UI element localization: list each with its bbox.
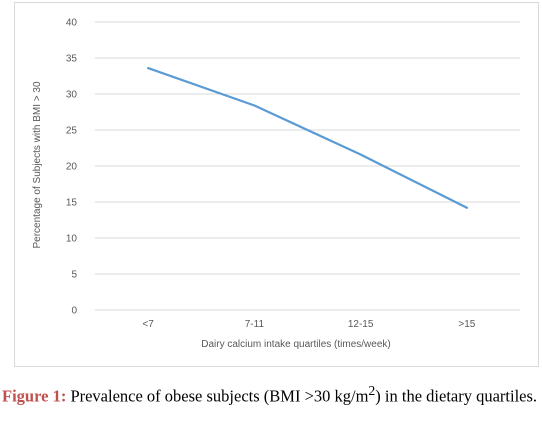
x-tick-label-2: 12-15	[348, 319, 374, 330]
x-tick-label-0: <7	[142, 319, 154, 330]
y-tick-label-8: 40	[66, 18, 78, 29]
y-tick-label-2: 10	[66, 234, 78, 245]
y-axis-title: Percentage of Subjects with BMI > 30	[32, 81, 43, 248]
x-tick-labels: <7 7-11 12-15 >15	[142, 319, 475, 330]
figure-label: Figure 1:	[2, 386, 67, 406]
caption-text-part1: Prevalence of obese subjects (BMI >30 kg…	[66, 386, 369, 406]
caption-text-part2: ) in the dietary quartiles.	[375, 386, 538, 406]
y-tick-label-7: 35	[66, 54, 78, 65]
x-tick-label-3: >15	[458, 319, 475, 330]
chart-frame: 0 5 10 15 20 25 30 35 40 <7 7-11 12-15 >15 Percenta…	[14, 2, 539, 367]
caption-superscript: 2	[368, 383, 376, 398]
series-line-0	[146, 66, 469, 209]
y-tick-label-1: 5	[71, 270, 77, 281]
y-tick-label-4: 20	[66, 162, 78, 173]
y-tick-label-5: 25	[66, 126, 78, 137]
y-tick-label-3: 15	[66, 198, 78, 209]
y-tick-labels: 0 5 10 15 20 25 30 35 40	[66, 18, 78, 317]
x-axis-title: Dairy calcium intake quartiles (times/we…	[201, 339, 391, 350]
x-tick-label-1: 7-11	[245, 319, 265, 330]
y-tick-label-0: 0	[71, 306, 77, 317]
figure-caption: Figure 1: Prevalence of obese subjects (…	[2, 378, 540, 410]
series-lines	[146, 66, 469, 209]
gridlines	[95, 21, 520, 311]
y-tick-label-6: 30	[66, 90, 78, 101]
line-chart: 0 5 10 15 20 25 30 35 40 <7 7-11 12-15 >15 Percenta…	[32, 18, 520, 350]
